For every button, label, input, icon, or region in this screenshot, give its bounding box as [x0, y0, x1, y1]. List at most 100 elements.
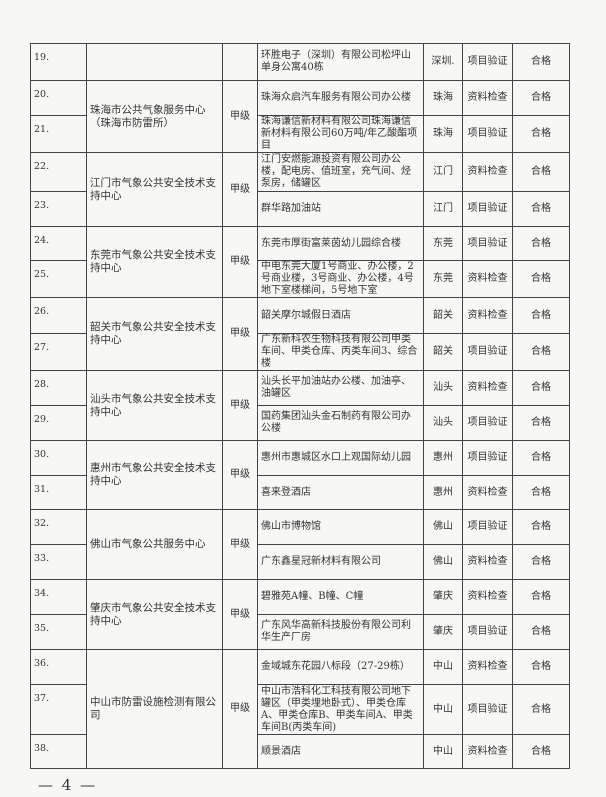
row-number: 21.: [30, 115, 87, 153]
city: 汕头: [423, 405, 463, 441]
qualification-level: 甲级: [222, 370, 258, 441]
row-number: 24.: [30, 226, 87, 261]
table-row: 24. 东莞市气象公共安全技术支持中心 甲级 东莞市厚街富莱茵幼儿园综合楼 东莞 项目验证…: [30, 226, 570, 298]
city: 珠海: [423, 115, 463, 153]
project-name: 韶关摩尔城假日酒店: [257, 297, 424, 334]
project-name: 国药集团汕头金石制药有限公司办公楼: [257, 405, 424, 441]
inspection-type: 项目验证: [462, 191, 513, 227]
table-row: 26. 韶关市气象公共安全技术支持中心 甲级 韶关摩尔城假日酒店 韶关 资料检查 合格: [30, 297, 570, 371]
row-number: 19.: [30, 43, 87, 81]
inspection-type: 项目验证: [462, 440, 513, 476]
project-name: 江门安燃能源投资有限公司办公楼，配电房、值班室，充气间、烃泵房，储罐区: [257, 152, 424, 192]
project-name: 碧雅苑A幢、B幢、C幢: [257, 579, 424, 615]
table-row: 38. 顺景酒店 中山 资料检查 合格: [30, 734, 570, 769]
city: 中山: [423, 684, 463, 735]
table-row: 29. 国药集团汕头金石制药有限公司办公楼 汕头 项目验证 合格: [30, 405, 570, 441]
row-number: 22.: [30, 152, 87, 192]
inspection-type: 项目验证: [462, 333, 513, 371]
result: 合格: [512, 191, 570, 227]
result: 合格: [512, 405, 570, 441]
inspection-type: 资料检查: [462, 370, 513, 406]
result: 合格: [512, 226, 570, 261]
project-name: 广东鑫星冠新材料有限公司: [257, 544, 424, 580]
qualification-level: 甲级: [222, 226, 258, 298]
result: 合格: [512, 734, 570, 769]
qualification-level: 甲级: [222, 509, 258, 580]
city: 韶关: [423, 333, 463, 371]
project-name: 珠海谦信新材料有限公司珠海谦信新材料有限公司60万吨/年乙酸酯项目: [257, 115, 424, 153]
city: 东莞: [423, 226, 463, 261]
row-number: 31.: [30, 475, 87, 510]
row-number: 23.: [30, 191, 87, 227]
project-name: 喜来登酒店: [257, 475, 424, 510]
inspection-type: 项目验证: [462, 684, 513, 735]
result: 合格: [512, 579, 570, 615]
city: 佛山: [423, 544, 463, 580]
city: 汕头: [423, 370, 463, 406]
result: 合格: [512, 115, 570, 153]
table-row: 35. 广东风华高新科技股份有限公司利华生产厂房 肇庆 项目验证 合格: [30, 614, 570, 650]
project-name: 汕头长平加油站办公楼、加油亭、油罐区: [257, 370, 424, 406]
table-row: 37. 中山市浩科化工科技有限公司地下罐区（甲类埋地卧式）、甲类仓库A、甲类仓库B…: [30, 684, 570, 735]
project-name: 中山市浩科化工科技有限公司地下罐区（甲类埋地卧式）、甲类仓库A、甲类仓库B、甲类…: [257, 684, 424, 735]
project-name: 广东新科农生物科技有限公司甲类车间、甲类仓库、丙类车间3、综合楼: [257, 333, 424, 371]
table-row: 22. 江门市气象公共安全技术支持中心 甲级 江门安燃能源投资有限公司办公楼，配电房、…: [30, 152, 570, 227]
inspection-type: 资料检查: [462, 579, 513, 615]
qualification-level: 甲级: [222, 80, 258, 153]
city: 肇庆: [423, 579, 463, 615]
inspection-type: 资料检查: [462, 260, 513, 298]
result: 合格: [512, 649, 570, 685]
result: 合格: [512, 509, 570, 545]
row-number: 38.: [30, 734, 87, 769]
result: 合格: [512, 684, 570, 735]
table-row: 20. 珠海市公共气象服务中心（珠海市防雷所） 甲级 珠海众启汽车服务有限公司办公楼珠…: [30, 80, 570, 153]
city: 江门: [423, 191, 463, 227]
result: 合格: [512, 260, 570, 298]
row-number: 30.: [30, 440, 87, 476]
result: 合格: [512, 475, 570, 510]
organization-name: 汕头市气象公共安全技术支持中心: [86, 370, 223, 441]
inspection-type: 资料检查: [462, 80, 513, 116]
inspection-type: 资料检查: [462, 475, 513, 510]
result: 合格: [512, 297, 570, 334]
city: 东莞: [423, 260, 463, 298]
city: 珠海: [423, 80, 463, 116]
result: 合格: [512, 544, 570, 580]
result: 合格: [512, 43, 570, 81]
table-row: 32. 佛山市气象公共服务中心 甲级 佛山市博物馆 佛山 项目验证 合格: [30, 509, 570, 580]
result: 合格: [512, 80, 570, 116]
row-number: 28.: [30, 370, 87, 406]
table-row: 36. 中山市防雷设施检测有限公司 甲级 金域城东花园八标段（27-29栋） 中山 资料检…: [30, 649, 570, 769]
row-number: 26.: [30, 297, 87, 334]
row-number: 25.: [30, 260, 87, 298]
city: 深圳.: [423, 43, 463, 81]
inspection-type: 资料检查: [462, 734, 513, 769]
row-number: 27.: [30, 333, 87, 371]
organization-name: [86, 43, 223, 81]
inspection-type: 项目验证: [462, 115, 513, 153]
inspection-type: 项目验证: [462, 405, 513, 441]
project-name: 东莞市厚街富莱茵幼儿园综合楼: [257, 226, 424, 261]
row-number: 36.: [30, 649, 87, 685]
qualification-level: 甲级: [222, 440, 258, 510]
inspection-type: 资料检查: [462, 544, 513, 580]
row-number: 35.: [30, 614, 87, 650]
page-number: — 4 —: [38, 776, 98, 794]
project-name: 群华路加油站: [257, 191, 424, 227]
city: 惠州: [423, 475, 463, 510]
inspection-type: 项目验证: [462, 43, 513, 81]
result: 合格: [512, 614, 570, 650]
inspection-type: 项目验证: [462, 509, 513, 545]
table-row: 21. 珠海谦信新材料有限公司珠海谦信新材料有限公司60万吨/年乙酸酯项目 珠海 项目…: [30, 115, 570, 153]
organization-name: 江门市气象公共安全技术支持中心: [86, 152, 223, 227]
row-number: 32.: [30, 509, 87, 545]
organization-name: 韶关市气象公共安全技术支持中心: [86, 297, 223, 371]
qualification-level: 甲级: [222, 579, 258, 650]
project-name: 中电东莞大厦1号商业、办公楼，2号商业楼，3号商业、办公楼，4号地下室楼梯间，5…: [257, 260, 424, 298]
project-name: 佛山市博物馆: [257, 509, 424, 545]
row-number: 29.: [30, 405, 87, 441]
city: 肇庆: [423, 614, 463, 650]
organization-name: 肇庆市气象公共安全技术支持中心: [86, 579, 223, 650]
city: 中山: [423, 734, 463, 769]
project-name: 惠州市惠城区水口上观国际幼儿园: [257, 440, 424, 476]
